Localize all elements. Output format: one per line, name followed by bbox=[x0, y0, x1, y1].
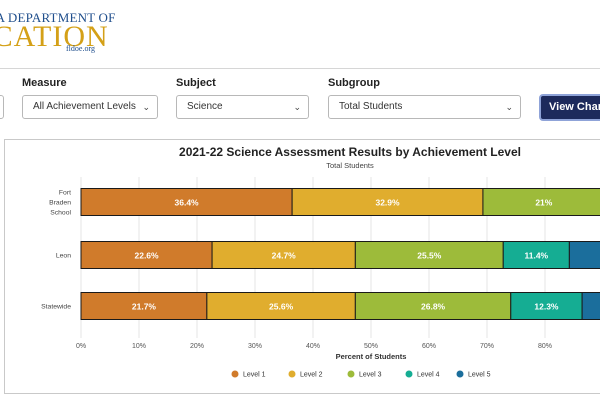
legend-label: Level 5 bbox=[468, 372, 491, 379]
legend-label: Level 4 bbox=[417, 372, 440, 379]
header-divider bbox=[0, 68, 600, 69]
measure-select[interactable]: All Achievement Levels ⌄ bbox=[22, 95, 158, 119]
logo-education-text: UCATION bbox=[0, 20, 109, 53]
data-label: 22.6% bbox=[134, 251, 159, 261]
legend-marker-level-5 bbox=[456, 370, 464, 378]
legend-marker-level-3 bbox=[347, 370, 355, 378]
data-label: 32.9% bbox=[375, 198, 400, 208]
data-label: 21% bbox=[535, 198, 552, 208]
measure-select-value: All Achievement Levels bbox=[33, 101, 136, 112]
bar-segment-level-3 bbox=[354, 292, 512, 320]
bar-segment-level-4 bbox=[502, 241, 570, 269]
data-label: 11.4% bbox=[524, 251, 548, 261]
cutoff-select[interactable] bbox=[0, 95, 4, 119]
category-label: Statewide bbox=[41, 304, 71, 311]
data-label: 21.7% bbox=[132, 302, 157, 312]
subgroup-select[interactable]: Total Students ⌄ bbox=[328, 95, 521, 119]
data-label: 25.5% bbox=[417, 251, 442, 261]
bar-segment-level-1 bbox=[80, 292, 208, 320]
chart-subtitle: Total Students bbox=[326, 161, 374, 170]
measure-label: Measure bbox=[22, 77, 67, 89]
x-tick-label: 10% bbox=[132, 343, 146, 350]
legend-label: Level 1 bbox=[243, 372, 266, 379]
subgroup-select-value: Total Students bbox=[339, 101, 403, 112]
x-tick-label: 80% bbox=[538, 343, 552, 350]
x-tick-label: 20% bbox=[190, 343, 204, 350]
x-tick-label: 0% bbox=[76, 343, 86, 350]
stacked-bar-chart: 2021-22 Science Assessment Results by Ac… bbox=[41, 145, 600, 379]
category-label: School bbox=[50, 210, 71, 217]
bar-segment-level-3 bbox=[482, 188, 600, 216]
data-label: 36.4% bbox=[175, 198, 200, 208]
category-label: Leon bbox=[56, 253, 71, 260]
fldoe-logo[interactable]: DA DEPARTMENT OF UCATION fldoe.org bbox=[0, 0, 140, 58]
data-label: 26.8% bbox=[421, 302, 446, 312]
chart-panel: 2021-22 Science Assessment Results by Ac… bbox=[4, 139, 600, 394]
x-tick-label: 50% bbox=[364, 343, 378, 350]
legend-marker-level-1 bbox=[231, 370, 239, 378]
legend-marker-level-4 bbox=[405, 370, 413, 378]
subject-select-value: Science bbox=[187, 101, 223, 112]
bar-segment-level-1 bbox=[80, 241, 213, 269]
x-tick-label: 70% bbox=[480, 343, 494, 350]
chevron-down-icon: ⌄ bbox=[293, 102, 301, 112]
subgroup-label: Subgroup bbox=[328, 77, 380, 89]
x-tick-label: 60% bbox=[422, 343, 436, 350]
bar-segment-level-5 bbox=[581, 292, 600, 320]
chart-title: 2021-22 Science Assessment Results by Ac… bbox=[179, 145, 521, 159]
category-label: Braden bbox=[49, 200, 71, 207]
bar-segment-level-3 bbox=[354, 241, 504, 269]
subject-label: Subject bbox=[176, 77, 216, 89]
logo-url-text: fldoe.org bbox=[66, 44, 95, 53]
data-label: 24.7% bbox=[272, 251, 297, 261]
legend-label: Level 2 bbox=[300, 372, 323, 379]
view-chart-button[interactable]: View Char bbox=[539, 94, 600, 121]
chevron-down-icon: ⌄ bbox=[142, 102, 150, 112]
bar-segment-level-2 bbox=[206, 292, 356, 320]
bar-segment-level-5 bbox=[568, 241, 600, 269]
legend-marker-level-2 bbox=[288, 370, 296, 378]
x-tick-label: 40% bbox=[306, 343, 320, 350]
logo-department-text: DA DEPARTMENT OF bbox=[0, 10, 116, 25]
bar-segment-level-2 bbox=[211, 241, 356, 269]
data-label: 12.3% bbox=[534, 302, 559, 312]
chevron-down-icon: ⌄ bbox=[505, 102, 513, 112]
data-label: 25.6% bbox=[269, 302, 294, 312]
legend-label: Level 3 bbox=[359, 372, 382, 379]
x-axis-title: Percent of Students bbox=[336, 352, 407, 361]
subject-select[interactable]: Science ⌄ bbox=[176, 95, 309, 119]
bar-segment-level-1 bbox=[80, 188, 293, 216]
x-tick-label: 30% bbox=[248, 343, 262, 350]
category-label: Fort bbox=[59, 190, 71, 197]
